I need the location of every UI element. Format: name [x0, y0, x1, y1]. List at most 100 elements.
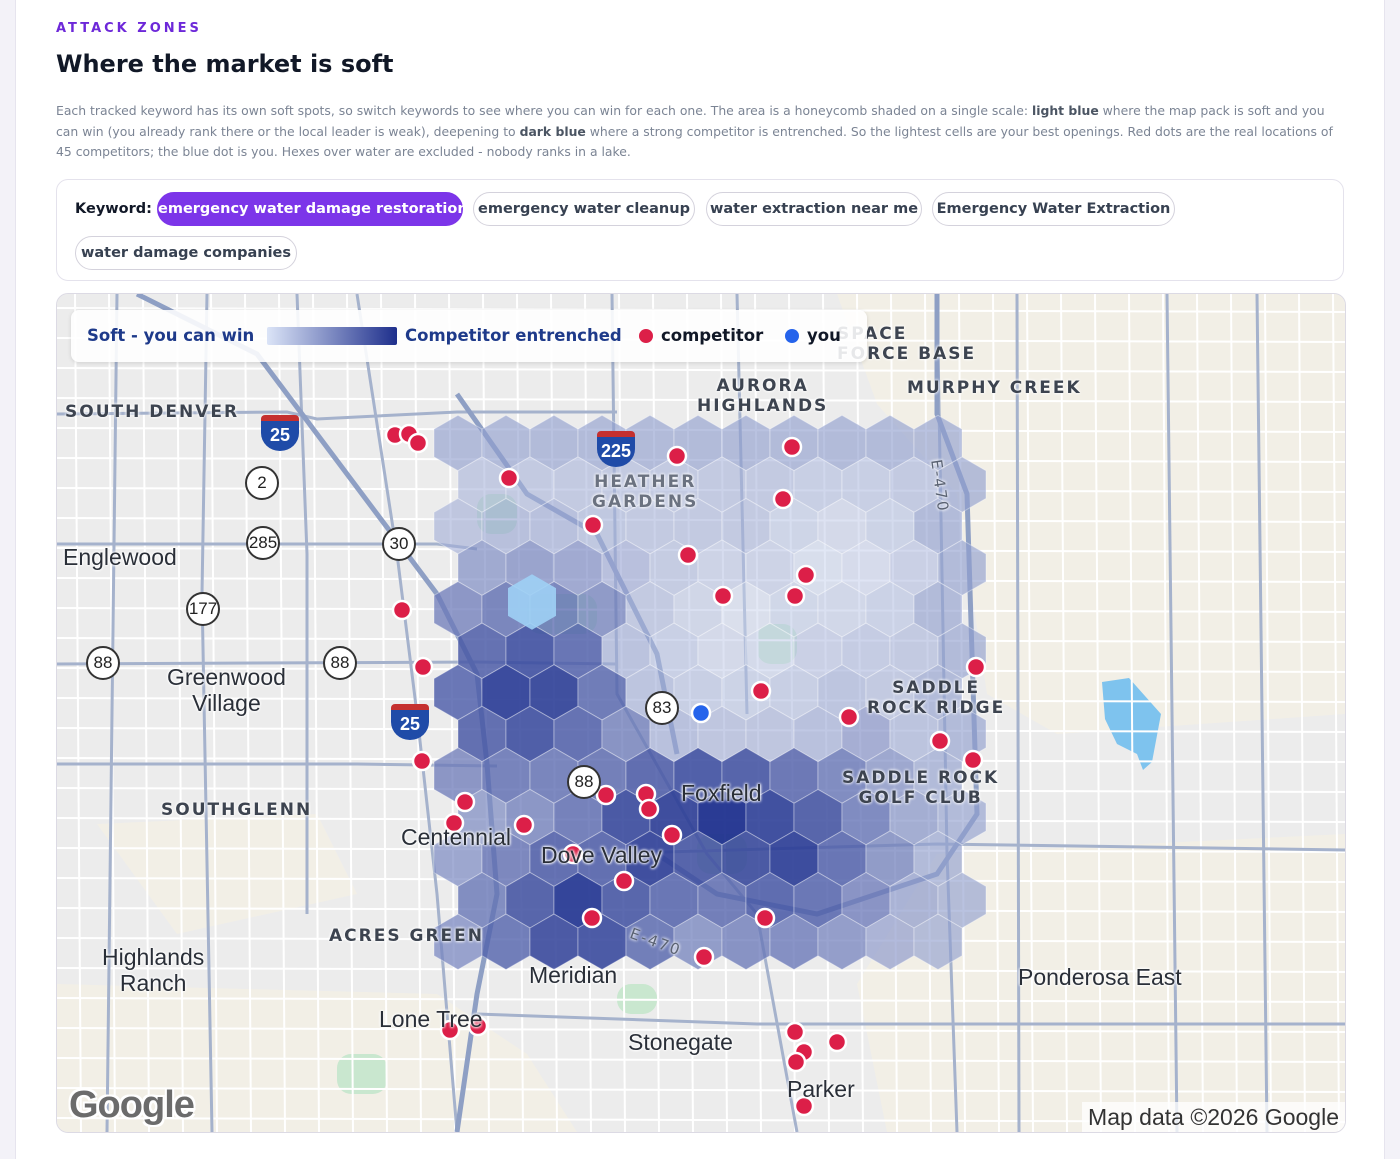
competitor-marker[interactable] — [581, 907, 603, 929]
region-label: SADDLE ROCK RIDGE — [867, 678, 1006, 718]
hex-grid — [433, 414, 987, 971]
region-label: HEATHER GARDENS — [592, 472, 699, 512]
keyword-chip-emergency-water-extraction[interactable]: Emergency Water Extraction — [932, 192, 1175, 226]
competitor-marker[interactable] — [411, 750, 433, 772]
arterial-road — [1015, 294, 1021, 1132]
legend-soft-label: Soft - you can win — [87, 326, 255, 345]
competitor-marker[interactable] — [613, 870, 635, 892]
competitor-marker[interactable] — [454, 791, 476, 813]
competitor-marker[interactable] — [595, 784, 617, 806]
competitor-dot-icon — [639, 329, 653, 343]
competitor-marker[interactable] — [407, 432, 429, 454]
keyword-chip-water-extraction-near-me[interactable]: water extraction near me — [706, 192, 922, 226]
city-label: Centennial — [401, 824, 511, 850]
city-label: Ponderosa East — [1018, 964, 1182, 990]
keyword-chip-emergency-water-damage-restoration[interactable]: emergency water damage restoration — [157, 192, 468, 226]
street — [1230, 294, 1238, 1132]
street — [57, 1087, 1345, 1093]
map-canvas[interactable] — [57, 294, 1345, 1132]
competitor-marker[interactable] — [661, 824, 683, 846]
competitor-marker[interactable] — [965, 656, 987, 678]
competitor-marker[interactable] — [962, 749, 984, 771]
arterial-road — [1165, 294, 1179, 1132]
region-label: SADDLE ROCK GOLF CLUB — [842, 768, 1000, 808]
keyword-selector: Keyword: emergency water damage restorat… — [56, 179, 1344, 281]
region-label: AURORA HIGHLANDS — [697, 376, 829, 416]
route-shield-icon: 30 — [382, 527, 416, 561]
street — [57, 1027, 1345, 1033]
street — [1332, 294, 1340, 1132]
google-logo: Google — [69, 1084, 195, 1126]
route-shield-icon: 88 — [567, 765, 601, 799]
competitor-marker[interactable] — [467, 1015, 489, 1037]
route-shield-icon: 177 — [186, 592, 220, 626]
legend-competitor-label: competitor — [661, 326, 764, 345]
route-shield-icon: 88 — [86, 646, 120, 680]
keyword-chip-water-damage-companies[interactable]: water damage companies — [75, 236, 297, 270]
attack-zones-card: ATTACK ZONES Where the market is soft Ea… — [15, 0, 1385, 1159]
you-marker[interactable] — [690, 702, 712, 724]
competitor-marker[interactable] — [754, 907, 776, 929]
street — [346, 294, 354, 1132]
keyword-chip-emergency-water-cleanup[interactable]: emergency water cleanup — [473, 192, 695, 226]
competitor-marker[interactable] — [443, 812, 465, 834]
region-label: SOUTH DENVER — [65, 402, 240, 422]
competitor-marker[interactable] — [826, 1031, 848, 1053]
competitor-marker[interactable] — [666, 445, 688, 467]
street — [1094, 294, 1102, 1132]
street — [1060, 294, 1068, 1132]
park — [337, 1054, 387, 1094]
arterial-road — [57, 410, 617, 421]
competitor-marker[interactable] — [513, 814, 535, 836]
competitor-marker[interactable] — [838, 706, 860, 728]
city-label: Meridian — [529, 962, 618, 988]
competitor-marker[interactable] — [412, 656, 434, 678]
route-shield-icon: 25 — [391, 704, 429, 740]
competitor-marker[interactable] — [693, 946, 715, 968]
competitor-marker[interactable] — [793, 1095, 815, 1117]
route-shield-icon: 88 — [323, 646, 357, 680]
open-land — [837, 294, 1345, 734]
description-text: where the map pack is soft and you can w… — [56, 103, 1325, 139]
city-label: Englewood — [63, 544, 177, 570]
competitor-marker[interactable] — [750, 680, 772, 702]
competitor-marker[interactable] — [439, 1019, 461, 1041]
competitor-marker[interactable] — [677, 544, 699, 566]
competitor-marker[interactable] — [785, 1051, 807, 1073]
competitor-marker[interactable] — [784, 585, 806, 607]
competitor-marker[interactable] — [784, 1021, 806, 1043]
street — [1298, 294, 1306, 1132]
open-land — [97, 814, 357, 934]
street — [142, 294, 150, 1132]
description-light-blue: light blue — [1031, 103, 1099, 118]
competitor-marker[interactable] — [795, 564, 817, 586]
competitor-marker[interactable] — [498, 467, 520, 489]
attack-zone-map[interactable]: SOUTH DENVER AURORA HIGHLANDS MURPHY CREEK H… — [56, 293, 1346, 1133]
you-dot-icon — [785, 329, 799, 343]
route-shield-icon: 83 — [645, 691, 679, 725]
route-shield-icon: 25 — [261, 415, 299, 451]
map-legend: Soft - you can win Competitor entrenched… — [71, 310, 867, 362]
hex-cell[interactable] — [913, 913, 963, 971]
competitor-marker[interactable] — [638, 798, 660, 820]
route-shield-icon: 2 — [245, 466, 279, 500]
street — [1128, 294, 1136, 1132]
competitor-marker[interactable] — [582, 514, 604, 536]
competitor-marker[interactable] — [929, 730, 951, 752]
street — [74, 294, 82, 1132]
street — [57, 997, 1345, 1003]
competitor-marker[interactable] — [781, 436, 803, 458]
section-eyebrow: ATTACK ZONES — [56, 21, 202, 36]
arterial-road — [295, 294, 309, 914]
legend-you-label: you — [807, 326, 841, 345]
city-label: Greenwood Village — [167, 664, 286, 716]
competitor-marker[interactable] — [712, 585, 734, 607]
route-shield-icon: 285 — [246, 526, 280, 560]
description-text: Each tracked keyword has its own soft sp… — [56, 103, 1032, 118]
competitor-marker[interactable] — [772, 488, 794, 510]
map-attribution[interactable]: Map data ©2026 Google — [1082, 1102, 1345, 1132]
competitor-marker[interactable] — [391, 599, 413, 621]
competitor-marker[interactable] — [562, 843, 584, 865]
arterial-road — [476, 1012, 1345, 1026]
arterial-road — [105, 294, 119, 1132]
